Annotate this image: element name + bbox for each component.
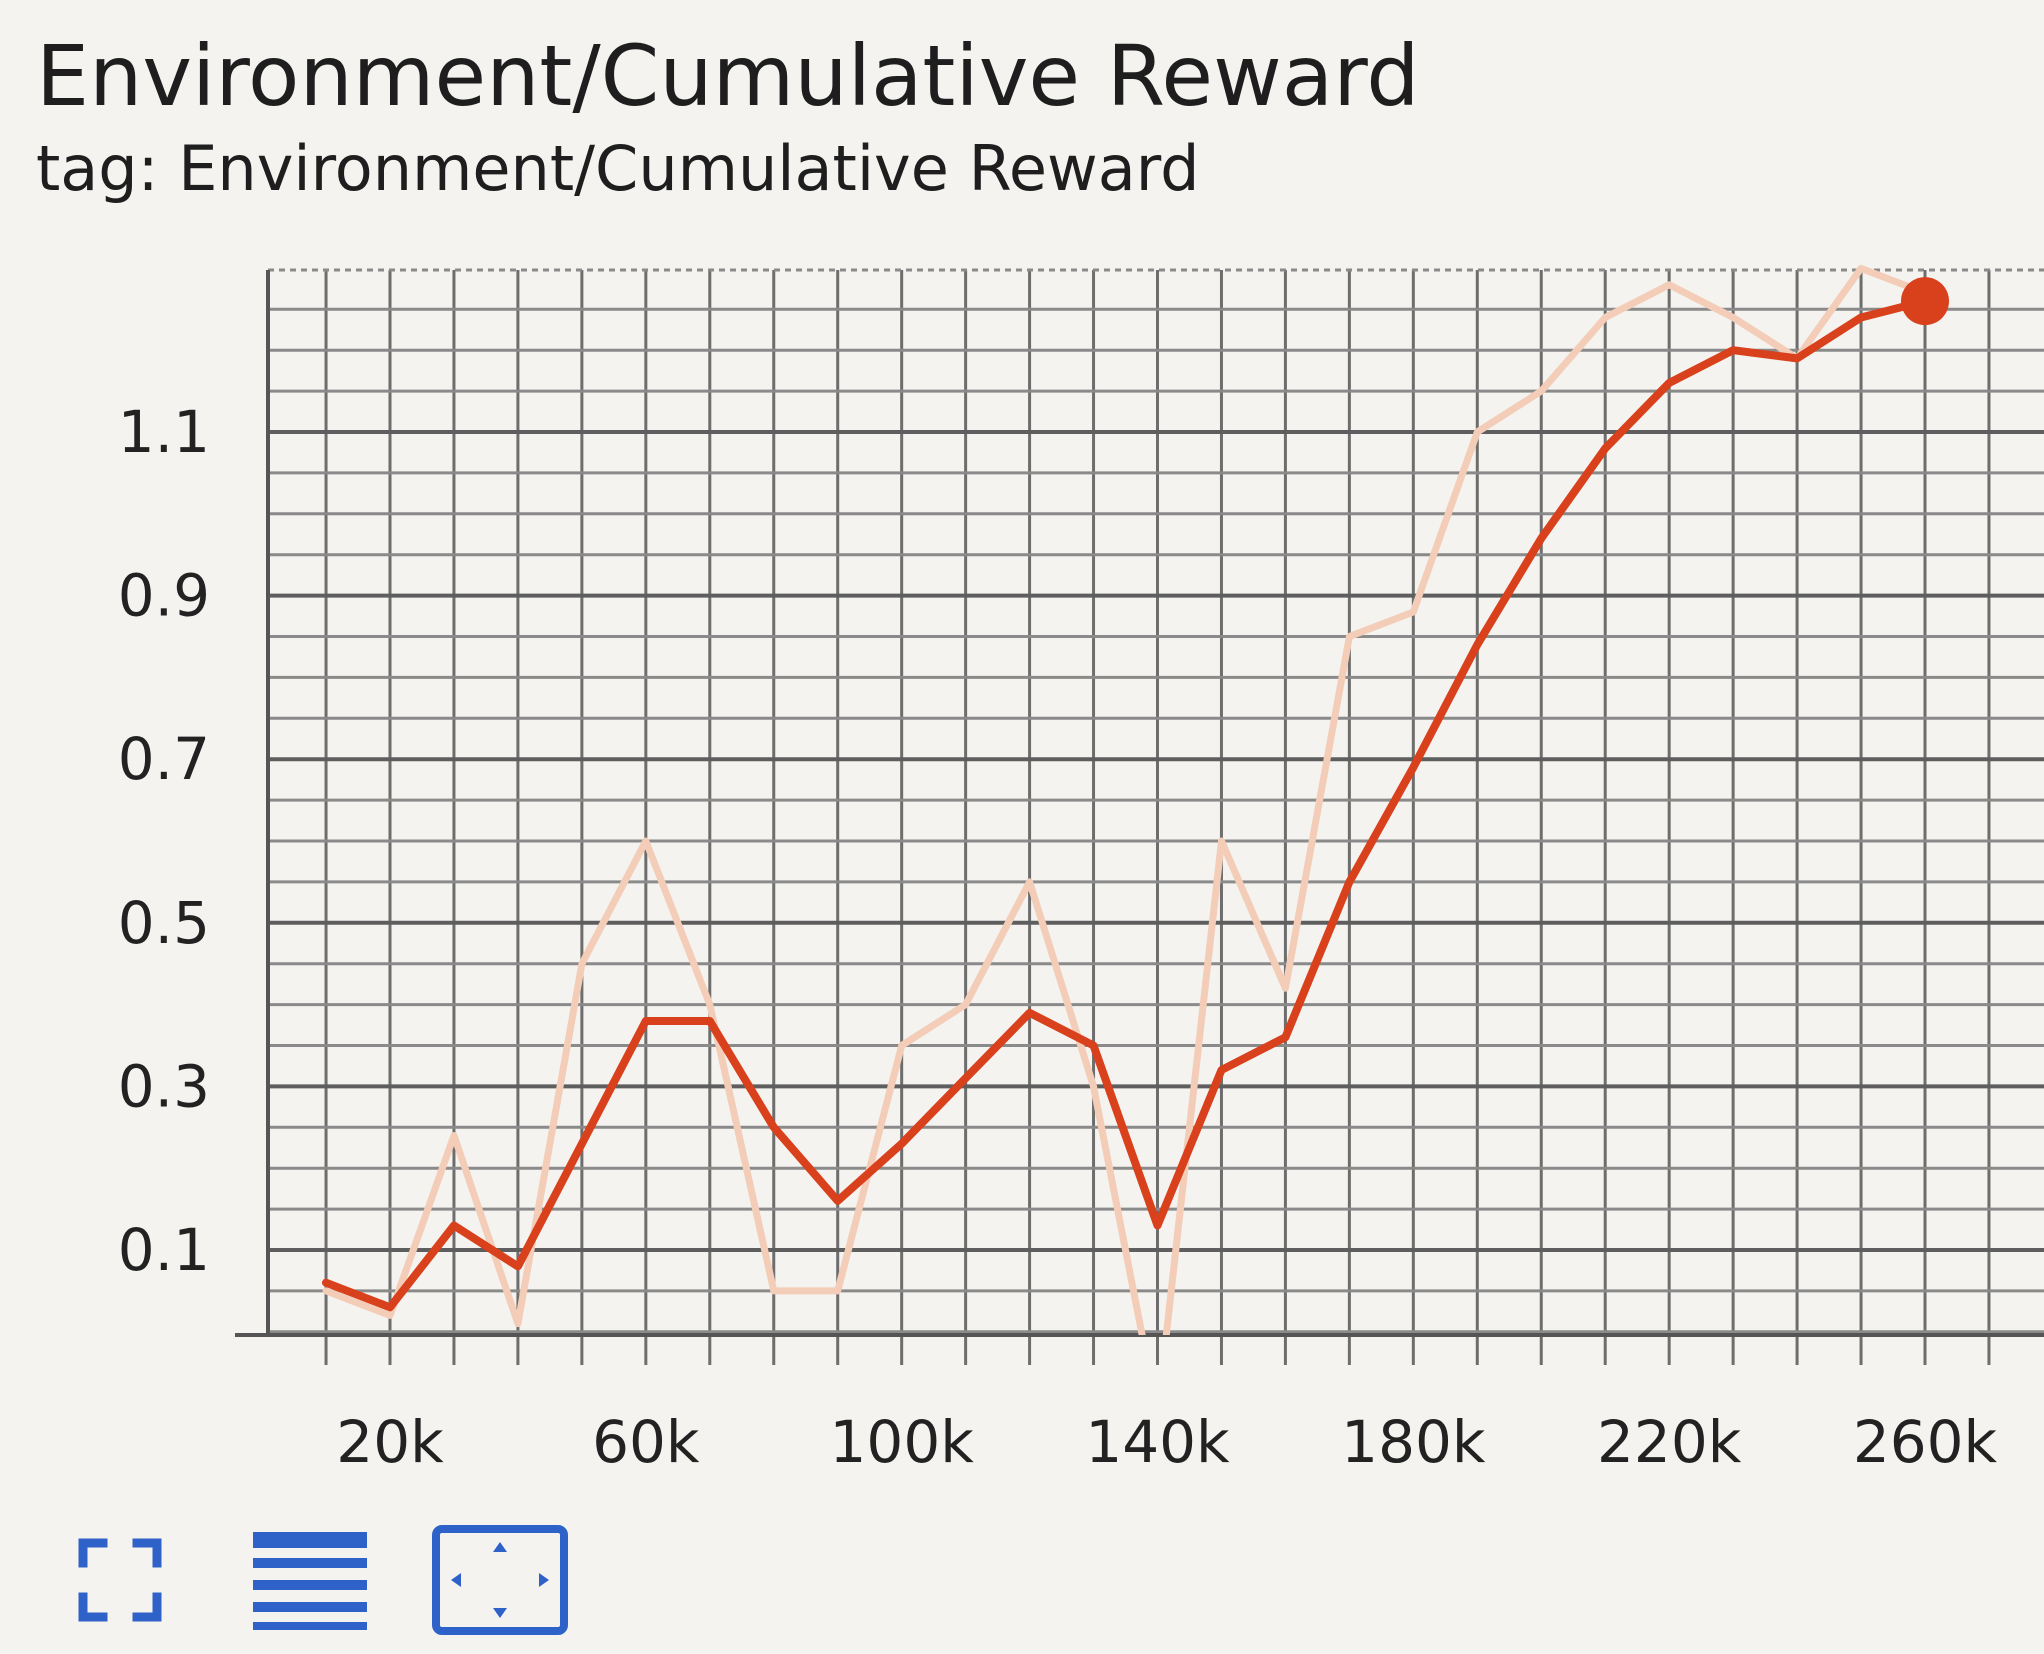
fullscreen-button[interactable] bbox=[60, 1520, 180, 1640]
smoothed-series-line bbox=[322, 297, 1929, 1312]
y-tick-label: 0.9 bbox=[118, 562, 210, 630]
chart-tag: tag: Environment/Cumulative Reward bbox=[36, 132, 1200, 205]
data-points bbox=[1901, 277, 1949, 326]
y-tick-label: 0.5 bbox=[118, 889, 210, 957]
toggle-log-scale-button[interactable] bbox=[250, 1520, 370, 1640]
series-lines bbox=[322, 264, 1929, 1335]
menu-lines-icon bbox=[253, 1532, 367, 1630]
x-tick-label: 180k bbox=[1341, 1408, 1486, 1476]
raw-series-line bbox=[322, 264, 1929, 1335]
x-tick-label: 260k bbox=[1853, 1408, 1998, 1476]
tick-labels: 0.1 0.3 0.5 0.7 0.9 1.1 20k 60k 100k 140k 180k 220k… bbox=[118, 398, 1998, 1476]
x-tick-label: 20k bbox=[336, 1408, 444, 1476]
y-tick-label: 0.1 bbox=[118, 1216, 210, 1284]
y-tick-label: 1.1 bbox=[118, 398, 210, 466]
fullscreen-icon bbox=[78, 1538, 162, 1622]
chart-title: Environment/Cumulative Reward bbox=[36, 27, 1420, 125]
x-tick-label: 100k bbox=[830, 1408, 975, 1476]
grid bbox=[268, 268, 2044, 1365]
chart-toolbar bbox=[60, 1520, 660, 1640]
x-tick-label: 220k bbox=[1597, 1408, 1742, 1476]
y-tick-label: 0.7 bbox=[118, 725, 210, 793]
y-tick-label: 0.3 bbox=[118, 1052, 210, 1120]
x-tick-label: 140k bbox=[1085, 1408, 1230, 1476]
fit-domain-icon bbox=[432, 1525, 568, 1635]
x-tick-label: 60k bbox=[592, 1408, 700, 1476]
fit-domain-button[interactable] bbox=[430, 1520, 570, 1640]
last-point-marker bbox=[1901, 277, 1949, 326]
